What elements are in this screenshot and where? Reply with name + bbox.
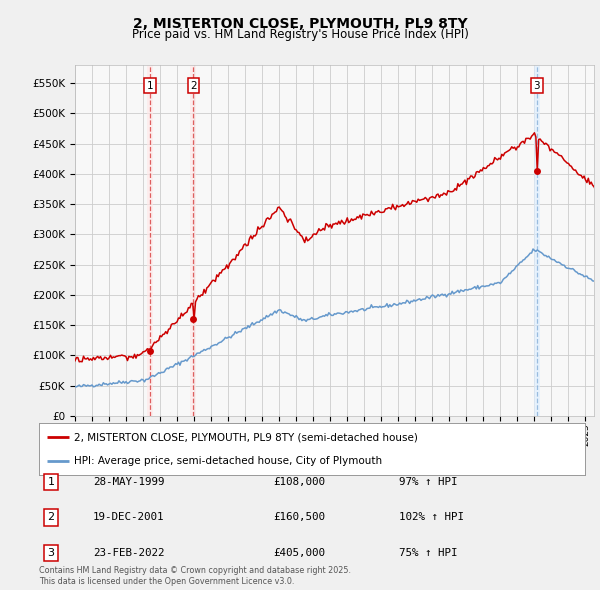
Text: 3: 3 xyxy=(47,548,55,558)
Bar xyxy=(534,65,540,416)
Text: 1: 1 xyxy=(146,81,153,91)
Text: £405,000: £405,000 xyxy=(273,548,325,558)
Bar xyxy=(147,65,153,416)
Text: 3: 3 xyxy=(533,81,540,91)
Text: £108,000: £108,000 xyxy=(273,477,325,487)
Text: 28-MAY-1999: 28-MAY-1999 xyxy=(93,477,164,487)
Text: 75% ↑ HPI: 75% ↑ HPI xyxy=(399,548,458,558)
Point xyxy=(145,346,155,355)
Point xyxy=(188,314,198,323)
Text: HPI: Average price, semi-detached house, City of Plymouth: HPI: Average price, semi-detached house,… xyxy=(74,456,383,466)
Text: 102% ↑ HPI: 102% ↑ HPI xyxy=(399,513,464,522)
Point xyxy=(532,166,542,176)
Text: 2: 2 xyxy=(190,81,197,91)
Bar xyxy=(190,65,196,416)
Text: 1: 1 xyxy=(47,477,55,487)
Text: Price paid vs. HM Land Registry's House Price Index (HPI): Price paid vs. HM Land Registry's House … xyxy=(131,28,469,41)
Text: 23-FEB-2022: 23-FEB-2022 xyxy=(93,548,164,558)
Text: 2: 2 xyxy=(47,513,55,522)
Text: 2, MISTERTON CLOSE, PLYMOUTH, PL9 8TY: 2, MISTERTON CLOSE, PLYMOUTH, PL9 8TY xyxy=(133,17,467,31)
Text: Contains HM Land Registry data © Crown copyright and database right 2025.
This d: Contains HM Land Registry data © Crown c… xyxy=(39,566,351,586)
Text: 19-DEC-2001: 19-DEC-2001 xyxy=(93,513,164,522)
Text: 2, MISTERTON CLOSE, PLYMOUTH, PL9 8TY (semi-detached house): 2, MISTERTON CLOSE, PLYMOUTH, PL9 8TY (s… xyxy=(74,432,418,442)
Text: £160,500: £160,500 xyxy=(273,513,325,522)
Text: 97% ↑ HPI: 97% ↑ HPI xyxy=(399,477,458,487)
